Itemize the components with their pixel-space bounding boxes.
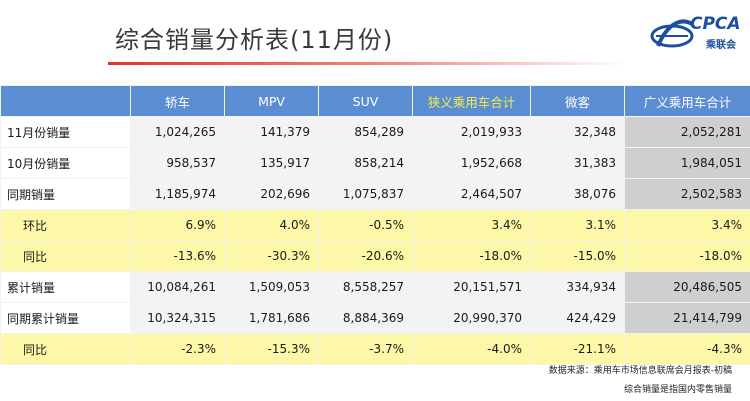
- table-cell: 135,917: [224, 147, 319, 179]
- table-cell: -4.3%: [624, 333, 750, 365]
- table-cell: -0.5%: [318, 209, 413, 241]
- table-cell: 1,075,837: [318, 178, 413, 210]
- title-underline: [108, 62, 628, 65]
- col-header-sedan: 轿车: [130, 85, 225, 117]
- table-row: 环比 6.9% 4.0% -0.5% 3.4% 3.1% 3.4%: [0, 209, 750, 241]
- table-cell: 1,024,265: [130, 116, 225, 148]
- table-cell: 1,185,974: [130, 178, 225, 210]
- table-cell: 2,502,583: [624, 178, 750, 210]
- table-cell: 31,383: [530, 147, 625, 179]
- row-label: 10月份销量: [0, 147, 131, 179]
- table-cell: 854,289: [318, 116, 413, 148]
- table-row: 同比 -2.3% -15.3% -3.7% -4.0% -21.1% -4.3%: [0, 333, 750, 365]
- table-cell: 3.4%: [412, 209, 531, 241]
- table-cell: 2,464,507: [412, 178, 531, 210]
- table-cell: 424,429: [530, 302, 625, 334]
- header-corner: [0, 85, 131, 117]
- table-cell: 958,537: [130, 147, 225, 179]
- table-cell: 10,324,315: [130, 302, 225, 334]
- table-cell: -2.3%: [130, 333, 225, 365]
- table-row: 10月份销量 958,537 135,917 858,214 1,952,668…: [0, 147, 750, 179]
- table-cell: -18.0%: [412, 240, 531, 272]
- page-title: 综合销量分析表(11月份): [115, 26, 394, 54]
- table-cell: -4.0%: [412, 333, 531, 365]
- table-cell: 334,934: [530, 271, 625, 303]
- table-cell: 10,084,261: [130, 271, 225, 303]
- table-cell: -30.3%: [224, 240, 319, 272]
- table-cell: -13.6%: [130, 240, 225, 272]
- table-row: 同期累计销量 10,324,315 1,781,686 8,884,369 20…: [0, 302, 750, 334]
- table-cell: -3.7%: [318, 333, 413, 365]
- row-label: 11月份销量: [0, 116, 131, 148]
- logo-subtext: 乘联会: [706, 40, 736, 51]
- row-label: 同比: [0, 240, 131, 272]
- logo-text: CPCA: [690, 14, 741, 34]
- table-cell: -20.6%: [318, 240, 413, 272]
- table-cell: 2,019,933: [412, 116, 531, 148]
- table-cell: -15.3%: [224, 333, 319, 365]
- table-header-row: 轿车 MPV SUV 狭义乘用车合计 微客 广义乘用车合计: [0, 85, 750, 117]
- table-cell: 202,696: [224, 178, 319, 210]
- definition-note: 综合销量是指国内零售销量: [623, 385, 732, 395]
- table-cell: 20,990,370: [412, 302, 531, 334]
- sales-table: 轿车 MPV SUV 狭义乘用车合计 微客 广义乘用车合计 11月份销量 1,0…: [0, 85, 750, 365]
- table-cell: 8,558,257: [318, 271, 413, 303]
- table-cell: 8,884,369: [318, 302, 413, 334]
- table-cell: 20,486,505: [624, 271, 750, 303]
- logo-icon: [650, 19, 694, 48]
- row-label: 同比: [0, 333, 131, 365]
- table-cell: 1,984,051: [624, 147, 750, 179]
- row-label: 同期销量: [0, 178, 131, 210]
- col-header-minivan: 微客: [530, 85, 625, 117]
- table-row: 同期销量 1,185,974 202,696 1,075,837 2,464,5…: [0, 178, 750, 210]
- table-cell: 1,952,668: [412, 147, 531, 179]
- row-label: 累计销量: [0, 271, 131, 303]
- table-row: 11月份销量 1,024,265 141,379 854,289 2,019,9…: [0, 116, 750, 148]
- table-cell: 38,076: [530, 178, 625, 210]
- table-cell: 3.1%: [530, 209, 625, 241]
- table-cell: 21,414,799: [624, 302, 750, 334]
- row-label: 同期累计销量: [0, 302, 131, 334]
- table-row: 累计销量 10,084,261 1,509,053 8,558,257 20,1…: [0, 271, 750, 303]
- table-cell: 20,151,571: [412, 271, 531, 303]
- table-cell: 141,379: [224, 116, 319, 148]
- table-cell: -18.0%: [624, 240, 750, 272]
- col-header-narrow-total: 狭义乘用车合计: [412, 85, 531, 117]
- source-note: 数据来源：乘用车市场信息联席会月报表-初稿: [548, 366, 732, 376]
- table-cell: 858,214: [318, 147, 413, 179]
- col-header-mpv: MPV: [224, 85, 319, 117]
- table-cell: 2,052,281: [624, 116, 750, 148]
- col-header-broad-total: 广义乘用车合计: [624, 85, 750, 117]
- table-cell: -15.0%: [530, 240, 625, 272]
- table-cell: 1,781,686: [224, 302, 319, 334]
- table-cell: 6.9%: [130, 209, 225, 241]
- table-cell: -21.1%: [530, 333, 625, 365]
- row-label: 环比: [0, 209, 131, 241]
- col-header-suv: SUV: [318, 85, 413, 117]
- table-cell: 32,348: [530, 116, 625, 148]
- table-cell: 1,509,053: [224, 271, 319, 303]
- table-cell: 4.0%: [224, 209, 319, 241]
- table-row: 同比 -13.6% -30.3% -20.6% -18.0% -15.0% -1…: [0, 240, 750, 272]
- table-cell: 3.4%: [624, 209, 750, 241]
